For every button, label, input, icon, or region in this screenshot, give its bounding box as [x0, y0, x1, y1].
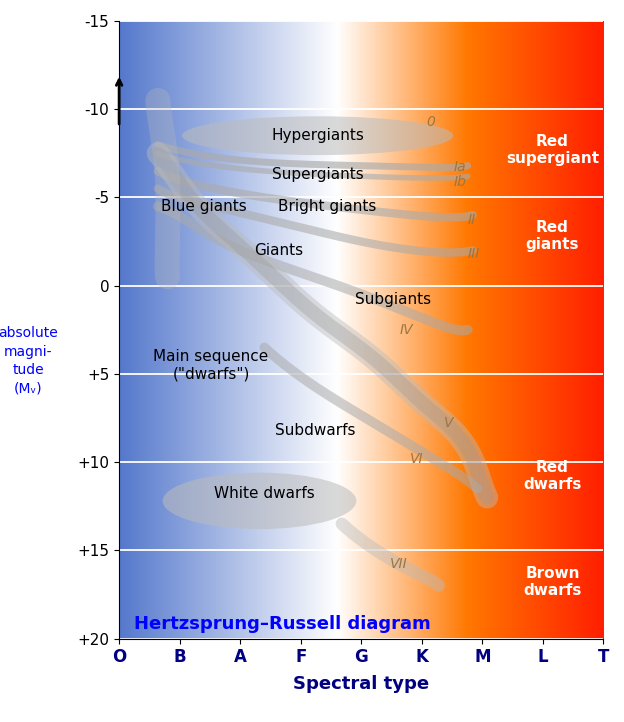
Text: VI: VI — [409, 451, 423, 466]
Ellipse shape — [182, 116, 453, 155]
Text: VII: VII — [390, 557, 408, 571]
Text: Red
giants: Red giants — [526, 220, 579, 253]
Text: Hypergiants: Hypergiants — [271, 129, 364, 143]
Text: Main sequence
("dwarfs"): Main sequence ("dwarfs") — [154, 349, 269, 381]
Text: Bright giants: Bright giants — [278, 199, 376, 214]
Text: Subgiants: Subgiants — [354, 292, 431, 308]
Text: III: III — [468, 247, 480, 261]
Text: Ia: Ia — [453, 160, 466, 175]
Text: White dwarfs: White dwarfs — [214, 487, 314, 501]
Text: Ib: Ib — [453, 175, 466, 188]
Text: 0: 0 — [427, 115, 436, 129]
Text: IV: IV — [400, 323, 414, 336]
X-axis label: Spectral type: Spectral type — [293, 674, 429, 692]
Text: V: V — [444, 417, 453, 430]
Text: II: II — [468, 214, 476, 227]
Text: Subdwarfs: Subdwarfs — [275, 423, 356, 438]
Text: Red
supergiant: Red supergiant — [506, 134, 599, 166]
Text: Hertzsprung–Russell diagram: Hertzsprung–Russell diagram — [134, 615, 431, 633]
Text: Blue giants: Blue giants — [161, 199, 246, 214]
Text: Red
dwarfs: Red dwarfs — [524, 460, 582, 492]
Text: Giants: Giants — [255, 243, 303, 258]
Text: Brown
dwarfs: Brown dwarfs — [524, 566, 582, 599]
Ellipse shape — [163, 473, 356, 529]
Text: Supergiants: Supergiants — [272, 167, 364, 182]
Text: absolute
magni-
tude
(Mᵥ): absolute magni- tude (Mᵥ) — [0, 326, 58, 396]
